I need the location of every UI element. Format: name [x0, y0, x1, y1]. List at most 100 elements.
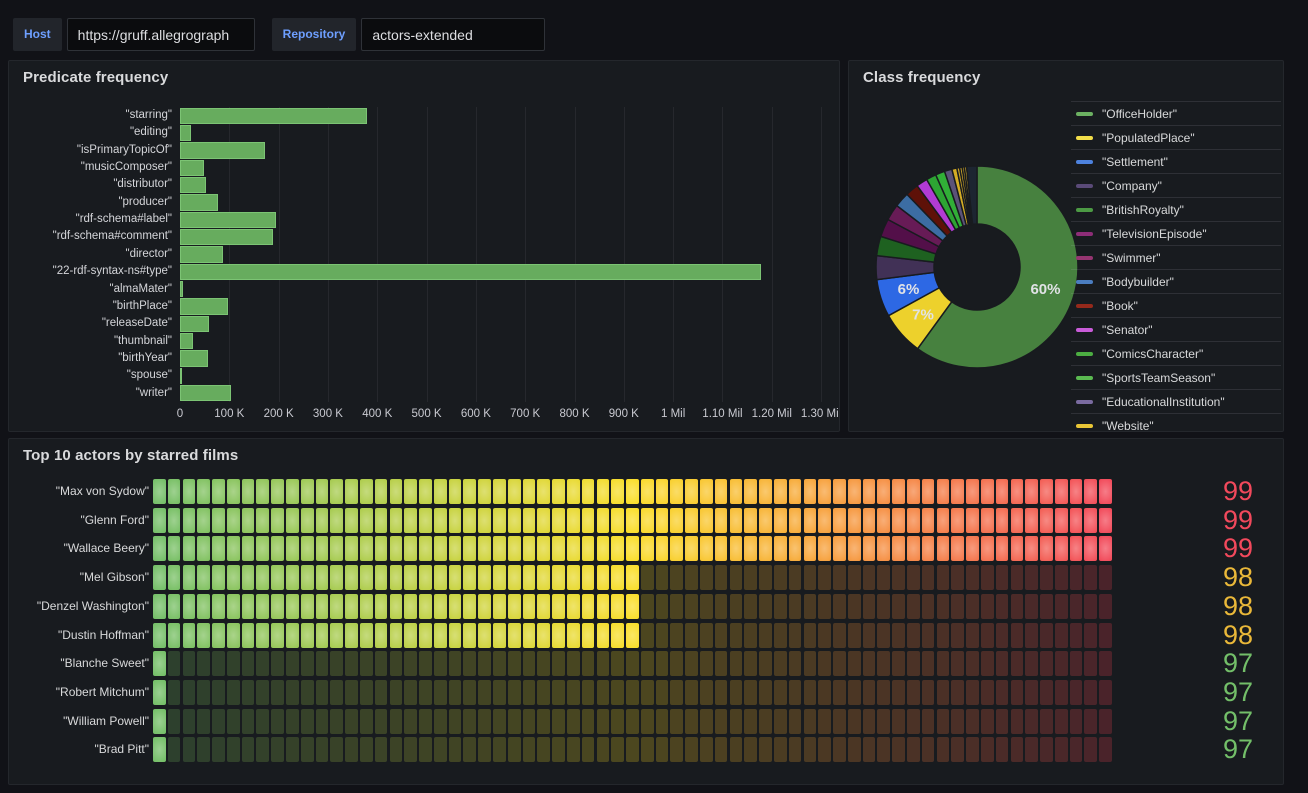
lcd-cell	[463, 508, 476, 533]
lcd-cell	[197, 623, 210, 648]
legend-item[interactable]: "Website"	[1071, 413, 1281, 430]
lcd-cell	[390, 594, 403, 619]
lcd-cell	[1084, 651, 1097, 676]
lcd-cell	[197, 508, 210, 533]
lcd-cell	[582, 479, 595, 504]
lcd-cell	[271, 536, 284, 561]
lcd-cell	[508, 594, 521, 619]
actor-value: 98	[1159, 565, 1284, 590]
lcd-cell	[168, 565, 181, 590]
legend-item[interactable]: "PopulatedPlace"	[1071, 125, 1281, 149]
lcd-cell	[611, 680, 624, 705]
lcd-cell	[227, 623, 240, 648]
lcd-cell	[286, 508, 299, 533]
lcd-cell	[1070, 709, 1083, 734]
lcd-cell	[449, 623, 462, 648]
lcd-cell	[789, 565, 802, 590]
lcd-cell	[877, 594, 890, 619]
x-axis-tick-label: 900 K	[609, 408, 639, 420]
legend-item[interactable]: "Swimmer"	[1071, 245, 1281, 269]
lcd-cell	[1099, 536, 1112, 561]
lcd-cell	[1011, 623, 1024, 648]
lcd-cell	[833, 709, 846, 734]
legend-item[interactable]: "Bodybuilder"	[1071, 269, 1281, 293]
lcd-cell	[996, 594, 1009, 619]
lcd-cell	[227, 737, 240, 762]
lcd-cell	[892, 709, 905, 734]
legend-item[interactable]: "ComicsCharacter"	[1071, 341, 1281, 365]
lcd-cell	[390, 508, 403, 533]
lcd-cell	[951, 479, 964, 504]
lcd-cell	[404, 737, 417, 762]
legend-item[interactable]: "SportsTeamSeason"	[1071, 365, 1281, 389]
lcd-cell	[404, 479, 417, 504]
legend-item[interactable]: "Settlement"	[1071, 149, 1281, 173]
lcd-cell	[375, 651, 388, 676]
lcd-cell	[567, 508, 580, 533]
lcd-cell	[1011, 680, 1024, 705]
lcd-cell	[271, 651, 284, 676]
lcd-cell	[449, 680, 462, 705]
lcd-cell	[804, 536, 817, 561]
lcd-cell	[153, 508, 166, 533]
lcd-cell	[537, 536, 550, 561]
lcd-cell	[242, 737, 255, 762]
legend-item[interactable]: "Senator"	[1071, 317, 1281, 341]
lcd-cell	[641, 680, 654, 705]
legend-item[interactable]: "Book"	[1071, 293, 1281, 317]
dashboard-controls: Host Repository	[13, 18, 545, 51]
lcd-cell	[922, 623, 935, 648]
lcd-cell	[212, 623, 225, 648]
lcd-cell	[922, 709, 935, 734]
lcd-cell	[523, 508, 536, 533]
bar	[180, 246, 223, 262]
legend-item[interactable]: "BritishRoyalty"	[1071, 197, 1281, 221]
lcd-cell	[537, 565, 550, 590]
panel-title-class-frequency[interactable]: Class frequency	[863, 69, 980, 86]
lcd-cell	[626, 709, 639, 734]
lcd-cell	[286, 536, 299, 561]
lcd-cell	[833, 565, 846, 590]
lcd-cell	[183, 737, 196, 762]
lcd-cell	[597, 651, 610, 676]
lcd-cell	[656, 737, 669, 762]
gridline	[525, 107, 526, 402]
host-control: Host	[13, 18, 255, 51]
lcd-cell	[360, 709, 373, 734]
lcd-cell	[419, 508, 432, 533]
lcd-cell	[567, 651, 580, 676]
legend-color-dash	[1076, 184, 1093, 188]
lcd-cell	[685, 651, 698, 676]
lcd-cell	[1070, 479, 1083, 504]
lcd-cell	[449, 565, 462, 590]
host-label: Host	[13, 18, 62, 51]
lcd-cell	[981, 680, 994, 705]
lcd-cell	[759, 594, 772, 619]
lcd-cell	[848, 737, 861, 762]
legend-item-label: "Swimmer"	[1102, 251, 1161, 265]
lcd-cell	[375, 479, 388, 504]
lcd-cell	[744, 479, 757, 504]
lcd-cell	[907, 709, 920, 734]
gridline	[427, 107, 428, 402]
lcd-cell	[345, 709, 358, 734]
lcd-cell	[183, 680, 196, 705]
lcd-cell	[419, 623, 432, 648]
bar	[180, 177, 206, 193]
lcd-cell	[419, 594, 432, 619]
legend-item[interactable]: "OfficeHolder"	[1071, 101, 1281, 125]
lcd-cell	[434, 709, 447, 734]
legend-color-dash	[1076, 424, 1093, 428]
lcd-cell	[789, 536, 802, 561]
lcd-cell	[567, 709, 580, 734]
lcd-cell	[330, 565, 343, 590]
legend-color-dash	[1076, 256, 1093, 260]
legend-item[interactable]: "Company"	[1071, 173, 1281, 197]
repository-input[interactable]	[361, 18, 545, 51]
host-input[interactable]	[67, 18, 255, 51]
lcd-cell	[700, 536, 713, 561]
legend-item[interactable]: "TelevisionEpisode"	[1071, 221, 1281, 245]
bar	[180, 350, 208, 366]
legend-item[interactable]: "EducationalInstitution"	[1071, 389, 1281, 413]
legend-color-dash	[1076, 376, 1093, 380]
